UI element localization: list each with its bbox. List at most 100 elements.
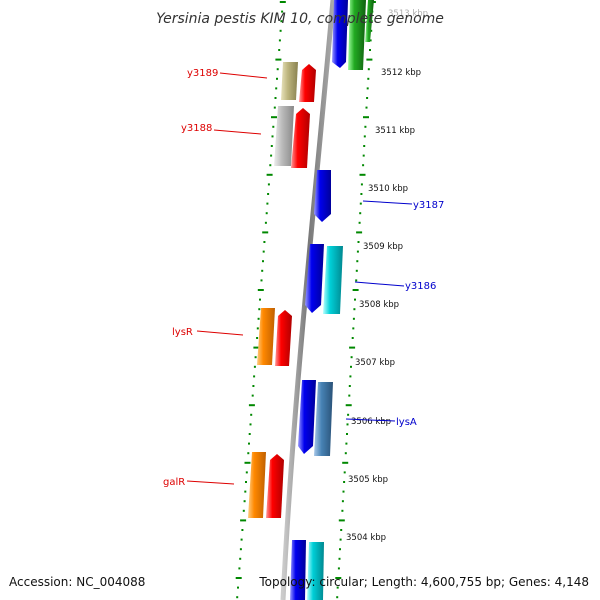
tick-mark	[352, 327, 355, 330]
gene-feature-blue[interactable]	[332, 0, 348, 68]
tick-mark	[352, 317, 355, 320]
tick-mark	[349, 375, 352, 378]
gene-feature-orange[interactable]	[248, 452, 266, 518]
tick-mark	[248, 442, 250, 445]
gene-label-leader	[362, 200, 413, 205]
tick-mark	[262, 231, 269, 234]
kbp-label: 3512 kbp	[381, 68, 421, 78]
tick-mark	[344, 452, 347, 455]
tick-mark	[260, 279, 263, 282]
gene-label-leader	[345, 418, 396, 422]
gene-feature-cyan[interactable]	[307, 542, 324, 600]
gene-feature-red[interactable]	[291, 108, 310, 168]
gene-feature-orange[interactable]	[257, 308, 275, 365]
tick-mark	[339, 538, 342, 541]
tick-mark	[348, 394, 351, 397]
gene-feature-blue[interactable]	[290, 540, 306, 600]
gene-label-leader	[196, 330, 244, 336]
gene-feature-red[interactable]	[266, 454, 284, 518]
tick-mark	[335, 577, 342, 579]
tick-mark	[252, 385, 255, 387]
tick-mark	[248, 433, 251, 435]
tick-mark	[275, 58, 282, 61]
tick-mark	[363, 145, 366, 147]
tick-mark	[342, 461, 349, 464]
tick-mark	[366, 87, 369, 90]
tick-mark	[367, 68, 370, 71]
gene-feature-blue[interactable]	[314, 170, 331, 222]
topology-text: Topology: circular; Length: 4,600,755 bp…	[258, 575, 589, 589]
tick-mark	[350, 356, 353, 359]
gene-label-leader	[186, 480, 235, 485]
tick-mark	[360, 193, 363, 195]
gene-label-y3189[interactable]: y3189	[187, 68, 218, 79]
tick-mark	[261, 269, 264, 272]
tick-mark	[340, 529, 343, 531]
tick-mark	[336, 586, 339, 589]
tick-mark	[270, 145, 273, 147]
tick-mark	[346, 423, 349, 426]
gene-label-y3188[interactable]: y3188	[181, 123, 212, 134]
gene-feature-red[interactable]	[299, 64, 316, 102]
tick-mark	[253, 346, 260, 349]
tick-mark	[243, 500, 246, 503]
tick-mark	[240, 519, 247, 522]
kbp-label: 3511 kbp	[375, 126, 415, 136]
tick-mark	[338, 557, 341, 560]
tick-mark	[263, 241, 266, 243]
gene-feature-green[interactable]	[365, 0, 374, 42]
tick-mark	[350, 365, 352, 368]
tick-mark	[278, 49, 281, 51]
tick-mark	[257, 289, 264, 291]
tick-mark	[362, 154, 365, 157]
gene-feature-olive[interactable]	[281, 62, 298, 100]
tick-mark	[248, 404, 255, 407]
tick-mark	[339, 548, 341, 551]
tick-mark	[273, 106, 276, 109]
tick-mark	[358, 221, 361, 224]
gene-feature-blue[interactable]	[298, 380, 316, 454]
gene-feature-red[interactable]	[275, 310, 292, 366]
tick-mark	[342, 490, 345, 493]
tick-mark	[345, 404, 352, 407]
gene-label-galR[interactable]: galR	[163, 477, 185, 488]
tick-mark	[355, 279, 358, 282]
tick-mark	[271, 116, 277, 119]
tick-mark	[366, 97, 369, 99]
tick-mark	[251, 394, 254, 397]
tick-mark	[369, 39, 372, 42]
gene-feature-blue[interactable]	[305, 244, 324, 313]
tick-mark	[360, 183, 363, 186]
gene-label-lysA[interactable]: lysA	[396, 417, 417, 428]
tick-mark	[272, 125, 275, 128]
gene-feature-gray[interactable]	[274, 106, 294, 166]
tick-mark	[254, 356, 257, 359]
tick-mark	[274, 97, 277, 99]
tick-mark	[239, 557, 242, 560]
gene-label-y3186[interactable]: y3186	[405, 281, 436, 292]
tick-mark	[370, 29, 373, 32]
gene-feature-cyan[interactable]	[323, 246, 343, 314]
kbp-scale: 3513 kbp 3512 kbp 3511 kbp 3510 kbp 3509…	[346, 9, 428, 543]
tick-mark	[359, 212, 362, 215]
tick-mark	[369, 49, 371, 51]
tick-mark	[262, 260, 264, 263]
tick-mark	[237, 586, 239, 589]
tick-mark	[238, 567, 241, 570]
tick-mark	[259, 298, 261, 301]
tick-mark	[354, 298, 356, 301]
gene-feature-green[interactable]	[348, 0, 366, 70]
tick-mark	[363, 116, 369, 119]
tick-mark	[244, 461, 251, 464]
gene-label-lysR[interactable]: lysR	[172, 327, 193, 338]
gene-feature-steel[interactable]	[314, 382, 333, 456]
tick-mark	[241, 529, 244, 531]
kbp-label: 3507 kbp	[355, 358, 395, 368]
tick-mark	[357, 241, 360, 243]
gene-label-y3187[interactable]: y3187	[413, 200, 444, 211]
left-tick-rail	[235, 1, 286, 599]
gene-labels-left: y3189 y3188 lysR galR	[163, 68, 268, 488]
kbp-label: 3508 kbp	[359, 300, 399, 310]
tick-mark	[239, 548, 242, 551]
